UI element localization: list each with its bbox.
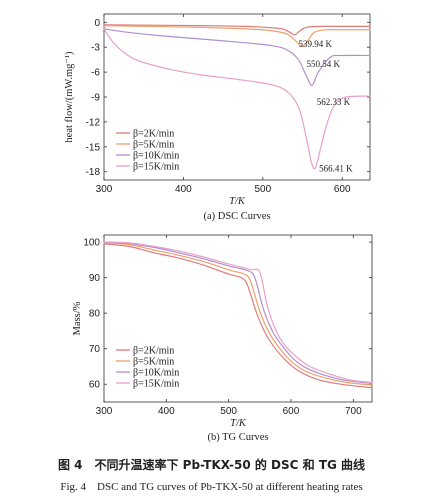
x-tick-label: 700	[345, 406, 362, 417]
series-line	[103, 28, 371, 87]
y-tick-label: 70	[89, 344, 101, 355]
chart-subtitle: (b) TG Curves	[207, 432, 268, 443]
dsc-chart: 300 400 500 600 0 -3 -6 -9 -12 -15 -18 T/K heat flow…	[64, 13, 371, 222]
x-axis-label: T/K	[230, 418, 247, 429]
peak-annotation: 566.41 K	[319, 163, 353, 173]
x-tick-label: 500	[254, 184, 271, 195]
y-tick-label: 80	[89, 309, 101, 320]
x-tick-label: 500	[220, 406, 237, 417]
x-tick-label: 300	[96, 184, 113, 195]
y-tick-label: -15	[86, 142, 101, 153]
series-line	[103, 242, 373, 386]
peak-annotation: 550.54 K	[306, 59, 340, 69]
legend-entry: β=2K/min	[133, 129, 174, 140]
series-line	[103, 243, 373, 389]
y-tick-label: 100	[83, 238, 100, 249]
x-tick-label: 600	[283, 406, 300, 417]
y-tick-label: -6	[91, 68, 100, 79]
y-tick-label: 0	[94, 18, 100, 29]
peak-annotation: 539.94 K	[299, 39, 333, 49]
legend-entry: β=10K/min	[133, 151, 179, 162]
y-axis-label: heat flow/(mW.mg⁻¹)	[64, 51, 75, 143]
x-tick-label: 400	[175, 184, 192, 195]
chart-subtitle: (a) DSC Curves	[203, 211, 270, 222]
y-tick-label: -12	[86, 117, 101, 128]
series-line	[103, 241, 373, 384]
x-tick-label: 300	[96, 406, 113, 417]
x-tick-label: 400	[158, 406, 175, 417]
y-tick-label: 60	[89, 380, 101, 391]
y-tick-label: -3	[91, 43, 100, 54]
legend-entry: β=5K/min	[133, 357, 174, 368]
series-line	[103, 24, 371, 36]
legend-entry: β=10K/min	[133, 368, 179, 379]
y-axis-label: Mass/%	[72, 301, 83, 335]
series-line	[103, 28, 371, 170]
tg-chart: 300 400 500 600 700 60 70 80 90 100 T/K Mass/% β=2K/…	[72, 234, 373, 443]
legend-entry: β=5K/min	[133, 140, 174, 151]
figure-caption-english: Fig. 4 DSC and TG curves of Pb-TKX-50 at…	[60, 481, 363, 493]
x-axis-label: T/K	[229, 196, 246, 207]
legend-entry: β=15K/min	[133, 162, 179, 173]
series-line	[103, 241, 373, 384]
x-tick-label: 600	[334, 184, 351, 195]
y-tick-label: -9	[91, 93, 100, 104]
legend-entry: β=15K/min	[133, 379, 179, 390]
legend-entry: β=2K/min	[133, 346, 174, 357]
peak-annotation: 562.33 K	[317, 97, 351, 107]
plot-frame	[103, 234, 373, 403]
series-line	[103, 25, 371, 47]
y-tick-label: -18	[86, 167, 101, 178]
y-tick-label: 90	[89, 273, 101, 284]
figure-caption-chinese: 图 4 不同升温速率下 Pb-TKX-50 的 DSC 和 TG 曲线	[57, 458, 366, 472]
